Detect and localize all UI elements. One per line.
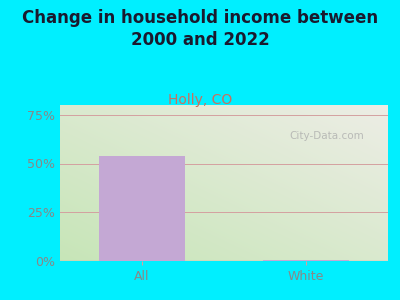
Text: Holly, CO: Holly, CO: [168, 93, 232, 107]
Text: City-Data.com: City-Data.com: [290, 131, 364, 141]
Text: Change in household income between
2000 and 2022: Change in household income between 2000 …: [22, 9, 378, 49]
Bar: [263, 260, 349, 261]
Bar: [99, 156, 185, 261]
